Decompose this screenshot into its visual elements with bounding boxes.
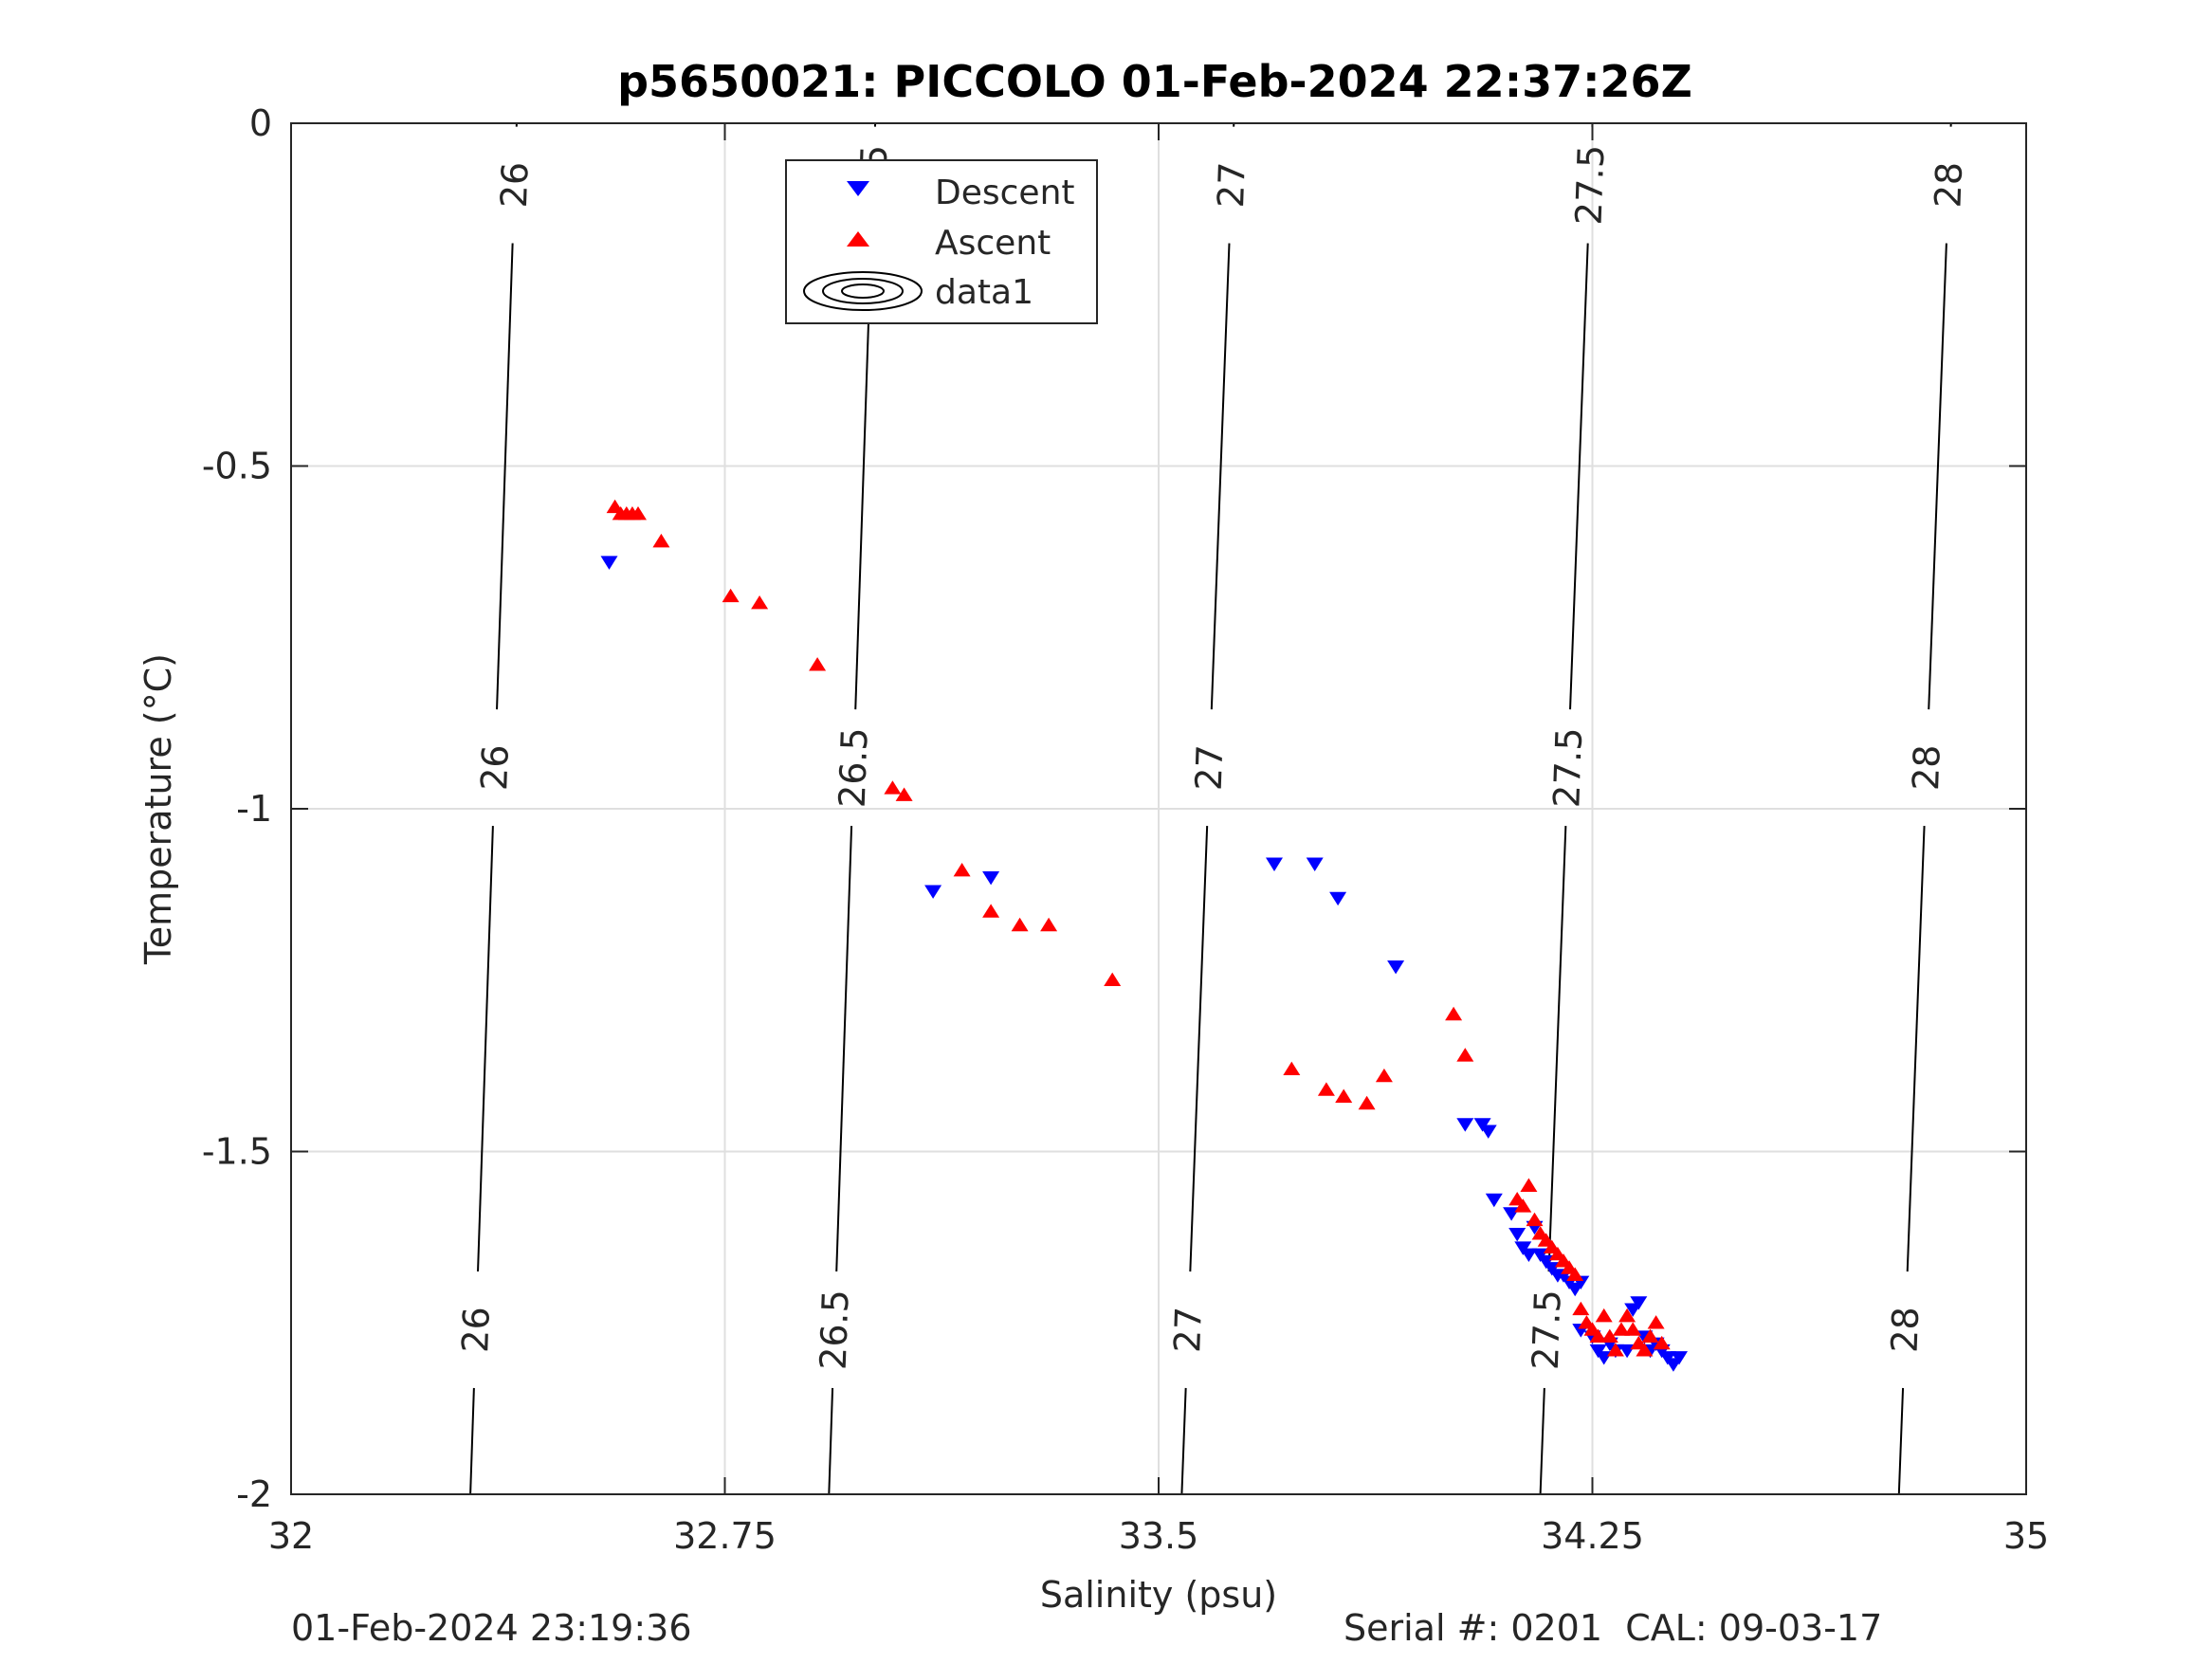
footer-serial-cal: Serial #: 0201 CAL: 09-03-17 <box>1344 1607 1882 1649</box>
y-tick-label: -0.5 <box>202 446 272 487</box>
isopycnal-label: 26 <box>493 161 537 209</box>
isopycnal-label: 27 <box>1188 744 1232 792</box>
y-axis-label: Temperature (°C) <box>137 653 179 965</box>
isopycnal-label: 26 <box>473 744 517 792</box>
x-tick-label: 33.5 <box>1119 1515 1199 1557</box>
isopycnal-label: 28 <box>1905 744 1948 792</box>
x-tick-label: 35 <box>2003 1515 2049 1557</box>
y-tick-label: -1.5 <box>202 1131 272 1173</box>
isopycnal-label: 28 <box>1927 161 1970 209</box>
chart-title: p5650021: PICCOLO 01-Feb-2024 22:37:26Z <box>617 56 1692 107</box>
legend-ascent-label: Ascent <box>935 224 1051 263</box>
y-tick-label: -2 <box>236 1473 272 1515</box>
isopycnal-label: 27.5 <box>1545 727 1590 809</box>
isopycnal-label: 27 <box>1166 1307 1210 1354</box>
legend-descent-label: Descent <box>935 174 1075 212</box>
isopycnal-label: 28 <box>1884 1307 1928 1354</box>
y-tick-label: 0 <box>249 102 272 144</box>
legend-data1-label: data1 <box>935 273 1033 312</box>
isopycnal-label: 27.5 <box>1525 1289 1569 1370</box>
footer-timestamp: 01-Feb-2024 23:19:36 <box>291 1607 692 1649</box>
isopycnal-label: 26.5 <box>813 1289 857 1370</box>
x-tick-label: 32.75 <box>673 1515 777 1557</box>
isopycnal-label: 26.5 <box>832 727 876 809</box>
isopycnal-label: 26 <box>454 1307 498 1354</box>
y-tick-label: -1 <box>236 788 272 830</box>
isopycnal-label: 27.5 <box>1568 144 1613 226</box>
isopycnal-label: 27 <box>1210 161 1253 209</box>
x-axis-label: Salinity (psu) <box>1040 1574 1277 1616</box>
x-tick-label: 32 <box>268 1515 314 1557</box>
legend: Descent Ascent data1 <box>786 160 1097 323</box>
x-tick-label: 34.25 <box>1541 1515 1644 1557</box>
